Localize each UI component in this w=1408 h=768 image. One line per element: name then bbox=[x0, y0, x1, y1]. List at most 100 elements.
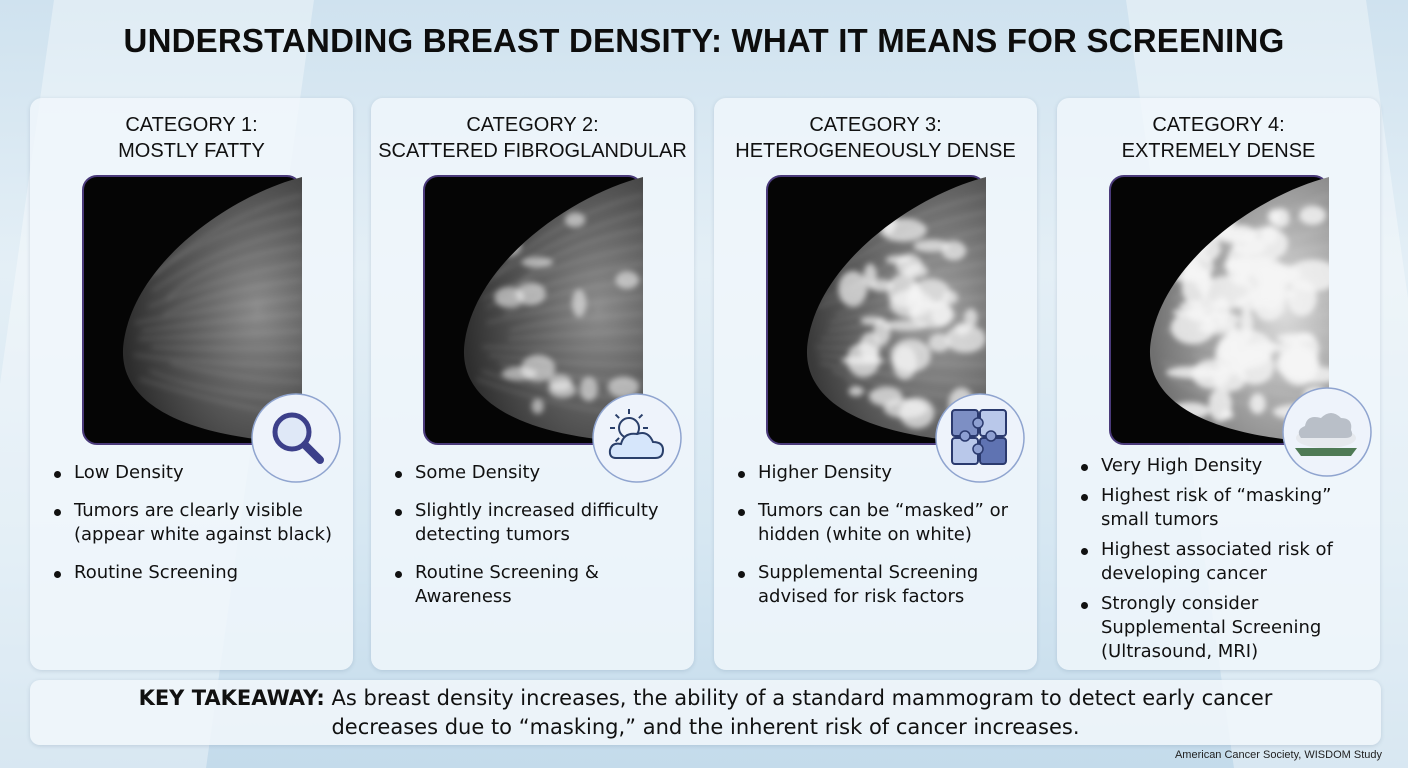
card-name: MOSTLY FATTY bbox=[118, 140, 265, 162]
blob bbox=[848, 386, 864, 397]
vessel bbox=[138, 330, 302, 340]
icon-ground bbox=[1295, 448, 1357, 456]
blob bbox=[889, 289, 934, 318]
blob bbox=[913, 239, 950, 253]
blob bbox=[941, 240, 967, 261]
blob bbox=[890, 338, 931, 373]
bullet: Highest associated risk of developing ca… bbox=[1077, 538, 1372, 586]
blob bbox=[1211, 228, 1256, 244]
vessel bbox=[508, 330, 643, 340]
breast bbox=[122, 177, 302, 443]
icon-knob bbox=[972, 443, 984, 455]
blob bbox=[548, 380, 576, 399]
vessel bbox=[509, 313, 643, 332]
bullet: Higher Density bbox=[734, 461, 1029, 485]
icon-art bbox=[272, 412, 324, 464]
blob bbox=[868, 387, 903, 407]
icon-lens bbox=[272, 412, 312, 452]
icon-knob bbox=[959, 430, 971, 442]
bullet: Routine Screening bbox=[50, 561, 345, 585]
icon-art bbox=[1295, 413, 1357, 456]
vessel bbox=[154, 194, 302, 276]
blob bbox=[903, 263, 928, 279]
blob bbox=[1213, 296, 1231, 323]
icon-art bbox=[951, 409, 1007, 465]
vessel bbox=[486, 296, 643, 324]
icon-cloud bbox=[608, 432, 665, 459]
blob bbox=[873, 318, 891, 347]
bullet-list: Very High Density Highest risk of “maskin… bbox=[1077, 454, 1372, 670]
blob bbox=[964, 308, 978, 328]
blob bbox=[838, 270, 868, 307]
card: CATEGORY 4: EXTREMELY DENSE Very High Dens… bbox=[1057, 98, 1380, 670]
icon-handle bbox=[301, 441, 324, 464]
mammogram bbox=[766, 175, 986, 445]
takeaway-label: KEY TAKEAWAY: bbox=[138, 686, 325, 710]
blob bbox=[501, 366, 537, 381]
card-name: SCATTERED FIBROGLANDULAR bbox=[378, 140, 687, 162]
bullet: Tumors can be “masked” or hidden (white … bbox=[734, 499, 1029, 547]
blob bbox=[1299, 205, 1326, 226]
icon bbox=[1282, 387, 1372, 477]
vessel bbox=[483, 211, 643, 284]
vessel bbox=[170, 362, 302, 383]
vessel bbox=[133, 354, 302, 366]
bullet-list: Low Density Tumors are clearly visible (a… bbox=[50, 461, 345, 599]
blob bbox=[516, 282, 546, 306]
mammogram bbox=[1109, 175, 1329, 445]
takeaway: KEY TAKEAWAY: As breast density increase… bbox=[30, 680, 1381, 745]
bullet: Highest risk of “masking” small tumors bbox=[1077, 484, 1372, 532]
card: CATEGORY 3: HETEROGENEOUSLY DENSE Higher D… bbox=[714, 98, 1037, 670]
blob bbox=[1224, 258, 1248, 273]
takeaway-text: As breast density increases, the ability… bbox=[331, 686, 1273, 739]
blob bbox=[1235, 296, 1265, 310]
bullet: Tumors are clearly visible (appear white… bbox=[50, 499, 345, 547]
blob bbox=[942, 290, 958, 305]
blob bbox=[607, 376, 640, 398]
mammogram bbox=[423, 175, 643, 445]
vessel bbox=[151, 346, 302, 350]
card-category: CATEGORY 4: bbox=[1152, 114, 1285, 136]
blob bbox=[1240, 306, 1253, 344]
card-name: EXTREMELY DENSE bbox=[1121, 140, 1316, 162]
bullet: Supplemental Screening advised for risk … bbox=[734, 561, 1029, 609]
blob bbox=[1215, 337, 1253, 375]
vessel bbox=[482, 346, 643, 350]
blob bbox=[870, 279, 894, 292]
blob bbox=[1237, 256, 1287, 292]
blob bbox=[1220, 410, 1234, 420]
vessel bbox=[141, 211, 302, 284]
bullet: Some Density bbox=[391, 461, 686, 485]
blob bbox=[615, 271, 639, 289]
vessel bbox=[134, 296, 302, 324]
blob bbox=[1286, 259, 1329, 292]
bullet: Low Density bbox=[50, 461, 345, 485]
icon-ray bbox=[614, 437, 620, 443]
blob bbox=[571, 289, 587, 318]
vessel bbox=[494, 194, 643, 276]
card: CATEGORY 1: MOSTLY FATTY Low Density Tumors… bbox=[30, 98, 353, 670]
blob bbox=[928, 333, 951, 352]
icon-knob bbox=[972, 417, 984, 429]
vessel bbox=[162, 279, 302, 316]
blob bbox=[945, 324, 986, 353]
blob bbox=[579, 376, 598, 402]
blob bbox=[899, 397, 935, 429]
blob bbox=[931, 300, 952, 327]
blob bbox=[521, 257, 553, 268]
blob bbox=[531, 398, 544, 414]
title: UNDERSTANDING BREAST DENSITY: WHAT IT ME… bbox=[123, 22, 1285, 59]
icon bbox=[935, 393, 1025, 483]
blob bbox=[883, 320, 928, 332]
vessel bbox=[141, 313, 302, 332]
blob bbox=[1249, 393, 1266, 414]
icon-art bbox=[608, 409, 665, 459]
card: CATEGORY 2: SCATTERED FIBROGLANDULAR Some … bbox=[371, 98, 694, 670]
vessel bbox=[166, 245, 302, 300]
icon bbox=[592, 393, 682, 483]
blob bbox=[1275, 349, 1320, 380]
bullet: Very High Density bbox=[1077, 454, 1372, 478]
source: American Cancer Society, WISDOM Study bbox=[1174, 749, 1382, 761]
bullet: Routine Screening & Awareness bbox=[391, 561, 686, 609]
